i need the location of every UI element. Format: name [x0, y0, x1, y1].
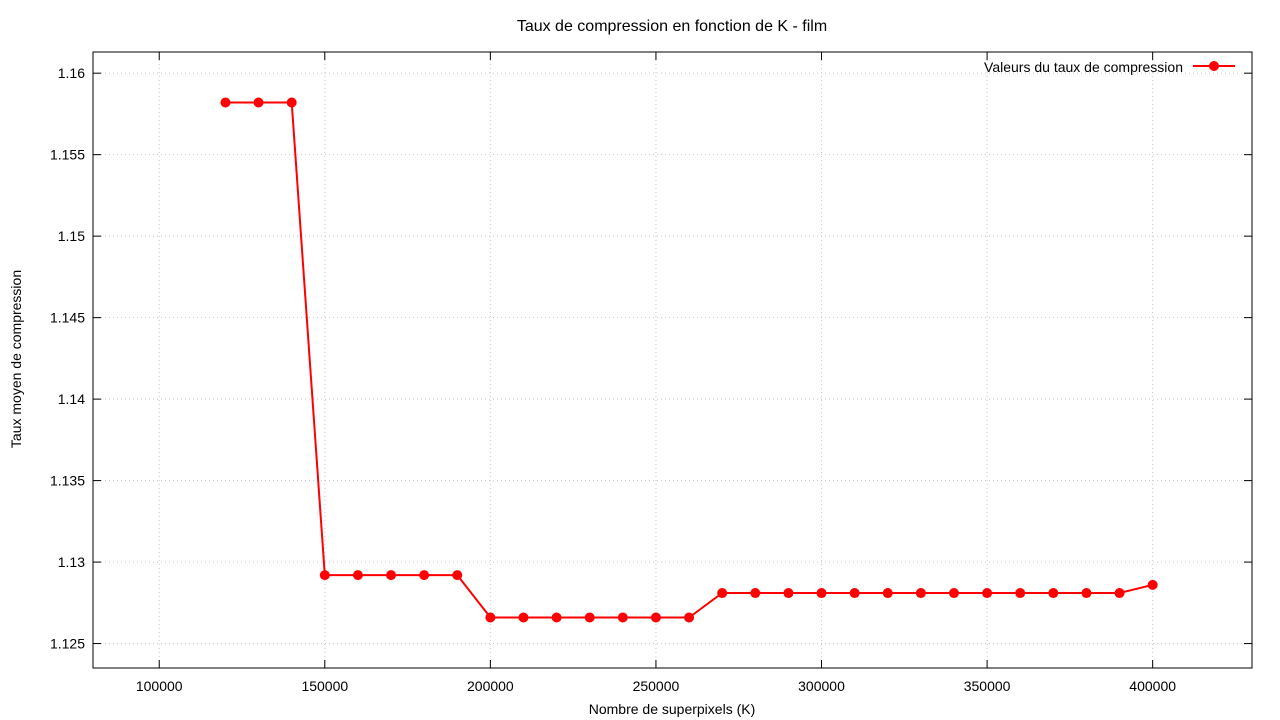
x-tick-label: 250000	[633, 678, 680, 694]
y-tick-label: 1.16	[58, 65, 85, 81]
y-tick-labels: 1.125 1.13 1.135 1.14 1.145 1.15 1.155 1.16	[50, 65, 85, 651]
data-point	[1081, 588, 1092, 599]
x-tick-labels: 100000 150000 200000 250000 300000 350000 4000…	[136, 678, 1176, 694]
data-point	[617, 612, 628, 623]
x-tick-label: 400000	[1129, 678, 1176, 694]
y-tick-label: 1.155	[50, 147, 85, 163]
data-point	[650, 612, 661, 623]
data-point	[1048, 588, 1059, 599]
data-point	[684, 612, 695, 623]
data-point	[518, 612, 529, 623]
data-point	[253, 97, 264, 108]
y-tick-label: 1.13	[58, 554, 85, 570]
y-tick-label: 1.14	[58, 391, 85, 407]
legend-marker-sample	[1209, 61, 1219, 71]
y-axis-label: Taux moyen de compression	[8, 270, 24, 448]
data-point	[982, 588, 993, 599]
grid-lines	[93, 52, 1252, 668]
data-point	[286, 97, 297, 108]
x-axis-label: Nombre de superpixels (K)	[589, 701, 756, 717]
series-layer	[220, 97, 1158, 623]
data-point	[717, 588, 728, 599]
y-tick-label: 1.145	[50, 310, 85, 326]
data-point	[1114, 588, 1125, 599]
series-line	[225, 101, 1153, 619]
data-point	[882, 588, 893, 599]
plot-frame	[92, 51, 1253, 669]
data-point	[419, 570, 430, 581]
legend: Valeurs du taux de compression	[984, 59, 1235, 75]
data-point	[452, 570, 463, 581]
data-point	[319, 570, 330, 581]
data-point	[220, 97, 231, 108]
x-tick-label: 300000	[798, 678, 845, 694]
data-point	[584, 612, 595, 623]
data-point	[948, 588, 959, 599]
y-tick-label: 1.15	[58, 228, 85, 244]
data-point	[485, 612, 496, 623]
data-point	[783, 588, 794, 599]
x-tick-label: 150000	[301, 678, 348, 694]
y-tick-label: 1.125	[50, 636, 85, 652]
data-point	[915, 588, 926, 599]
data-point	[352, 570, 363, 581]
data-point	[849, 588, 860, 599]
data-point	[816, 588, 827, 599]
y-tick-label: 1.135	[50, 473, 85, 489]
legend-label: Valeurs du taux de compression	[984, 59, 1183, 75]
data-point	[1015, 588, 1026, 599]
chart-title: Taux de compression en fonction de K - f…	[517, 18, 827, 35]
axis-ticks	[93, 52, 1252, 668]
data-point	[750, 588, 761, 599]
x-tick-label: 350000	[964, 678, 1011, 694]
x-tick-label: 200000	[467, 678, 514, 694]
x-tick-label: 100000	[136, 678, 183, 694]
data-point	[551, 612, 562, 623]
data-point	[386, 570, 397, 581]
data-point	[1147, 579, 1158, 590]
